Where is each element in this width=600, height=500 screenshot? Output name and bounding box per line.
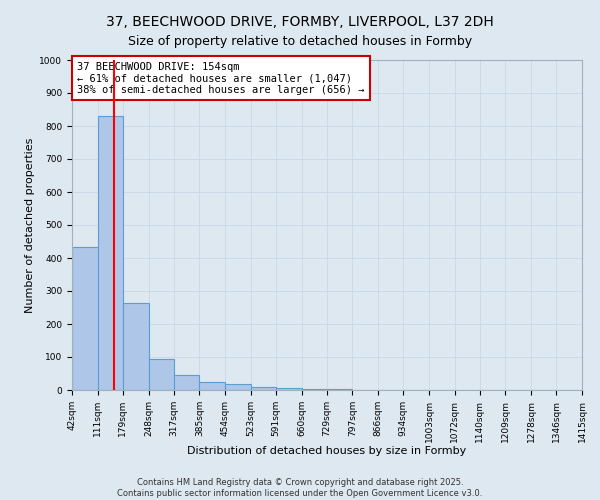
- Text: 37, BEECHWOOD DRIVE, FORMBY, LIVERPOOL, L37 2DH: 37, BEECHWOOD DRIVE, FORMBY, LIVERPOOL, …: [106, 15, 494, 29]
- Bar: [174, 375, 199, 390]
- X-axis label: Distribution of detached houses by size in Formby: Distribution of detached houses by size …: [187, 446, 467, 456]
- Bar: [276, 388, 302, 390]
- Bar: [251, 386, 276, 390]
- Text: Size of property relative to detached houses in Formby: Size of property relative to detached ho…: [128, 35, 472, 48]
- Bar: [149, 358, 174, 390]
- Bar: [225, 384, 251, 390]
- Bar: [123, 302, 149, 390]
- Bar: [302, 389, 327, 390]
- Text: 37 BEECHWOOD DRIVE: 154sqm
← 61% of detached houses are smaller (1,047)
38% of s: 37 BEECHWOOD DRIVE: 154sqm ← 61% of deta…: [77, 62, 365, 95]
- Bar: [72, 247, 98, 390]
- Bar: [199, 382, 225, 390]
- Bar: [98, 116, 123, 390]
- Y-axis label: Number of detached properties: Number of detached properties: [25, 138, 35, 312]
- Text: Contains HM Land Registry data © Crown copyright and database right 2025.
Contai: Contains HM Land Registry data © Crown c…: [118, 478, 482, 498]
